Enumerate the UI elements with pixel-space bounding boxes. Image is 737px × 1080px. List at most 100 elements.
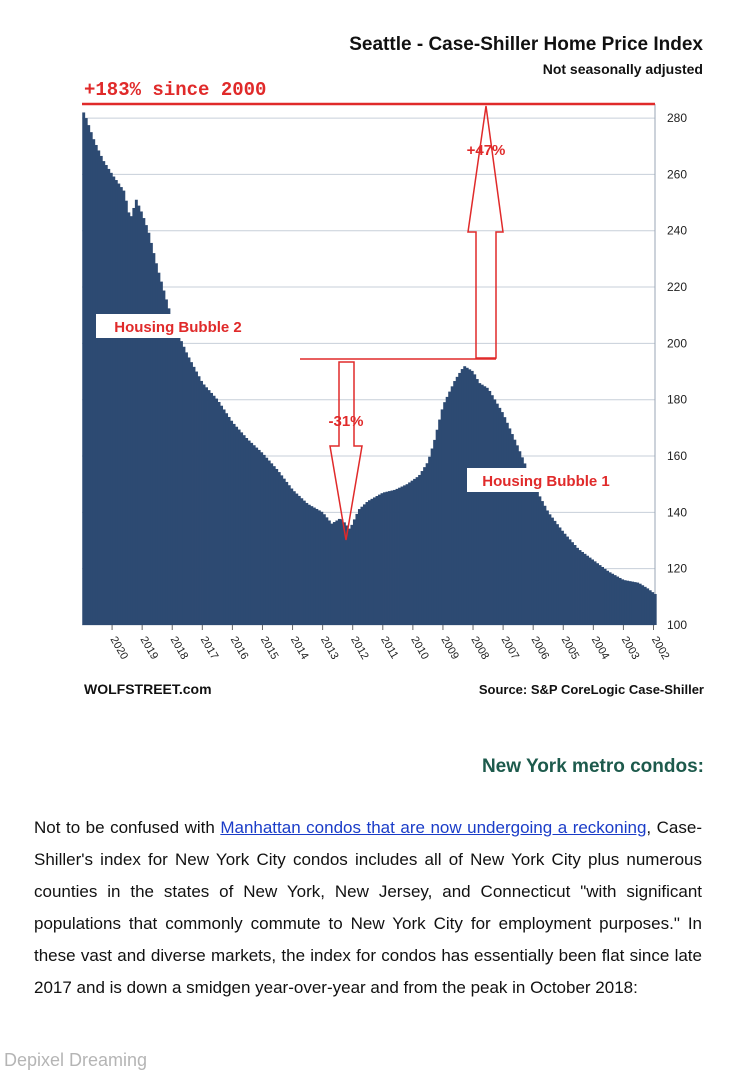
bar	[270, 463, 274, 625]
bar	[104, 165, 108, 625]
bar	[350, 524, 354, 625]
bar	[240, 432, 244, 625]
bar	[290, 488, 294, 625]
bar	[187, 357, 191, 625]
bar	[373, 497, 376, 625]
bar	[220, 405, 224, 625]
x-tick-label: 2006	[529, 635, 552, 662]
bar	[295, 493, 299, 625]
bar	[200, 380, 203, 625]
bar	[455, 376, 459, 625]
bar	[405, 484, 409, 625]
bar	[430, 448, 434, 625]
bar	[435, 429, 439, 625]
bar	[162, 290, 166, 625]
y-tick-label: 160	[667, 449, 687, 463]
bar	[360, 506, 364, 625]
bar	[445, 396, 449, 625]
bar	[588, 557, 592, 625]
bar	[450, 386, 454, 625]
x-tick-label: 2014	[288, 635, 311, 662]
bar	[157, 272, 161, 625]
bar	[515, 445, 519, 625]
bar	[297, 495, 301, 625]
bar	[550, 517, 554, 625]
bar	[611, 573, 615, 625]
bar	[134, 199, 138, 625]
bar	[400, 486, 404, 625]
bar	[480, 384, 484, 625]
bar	[378, 494, 381, 625]
bar	[601, 566, 605, 625]
y-axis-ticks: 100 120 140 160 180 200 220 240 260 280	[667, 111, 687, 632]
bar	[235, 426, 239, 625]
bar	[415, 477, 419, 625]
bar	[217, 401, 221, 625]
x-tick-label: 2018	[168, 635, 191, 662]
bar	[307, 504, 311, 625]
bar	[618, 577, 622, 625]
bar	[413, 478, 417, 625]
bar	[342, 522, 346, 625]
bar	[583, 553, 587, 625]
drop-arrow	[329, 361, 363, 541]
bar	[643, 586, 647, 625]
bar	[114, 180, 118, 626]
chart-title: Seattle - Case-Shiller Home Price Index	[349, 34, 703, 55]
bar	[593, 561, 597, 625]
bar	[608, 572, 612, 625]
bubble2-box	[96, 314, 260, 338]
bar	[230, 420, 234, 625]
bar	[581, 551, 584, 625]
bar	[440, 409, 444, 625]
bar	[638, 583, 642, 625]
bar	[247, 440, 251, 625]
bar	[621, 579, 625, 625]
bar	[646, 588, 650, 625]
bar	[418, 474, 422, 625]
bar	[327, 520, 331, 625]
drop-label: -31%	[328, 413, 363, 430]
bar	[300, 498, 304, 625]
bar	[287, 485, 291, 625]
y-tick-label: 180	[667, 393, 687, 407]
bar	[508, 428, 512, 625]
bar	[277, 472, 281, 625]
bar	[566, 536, 569, 625]
bar	[596, 563, 600, 625]
x-tick-label: 2013	[318, 635, 341, 662]
bar	[154, 263, 158, 625]
bar	[195, 371, 198, 625]
bar	[398, 487, 401, 625]
bar	[653, 594, 657, 625]
x-tick-label: 2010	[408, 635, 431, 662]
bar	[623, 580, 627, 625]
bar	[320, 511, 324, 625]
watermark: Depixel Dreaming	[4, 1050, 148, 1070]
bar	[164, 299, 168, 625]
section-heading: New York metro condos:	[481, 756, 704, 777]
bar	[182, 346, 186, 625]
bar	[265, 457, 269, 625]
bar	[558, 527, 562, 625]
bar	[335, 520, 339, 625]
bar	[591, 559, 594, 625]
bar	[393, 489, 396, 625]
bar	[503, 417, 507, 625]
manhattan-condos-link[interactable]: Manhattan condos that are now undergoing…	[220, 818, 647, 837]
bar	[458, 372, 462, 625]
bar	[330, 523, 334, 625]
bar	[347, 528, 351, 625]
since-2000-label: +183% since 2000	[84, 79, 266, 101]
bar	[578, 550, 582, 625]
x-axis-ticks: 2002 2003 2004 2005 2006 2007 2008 2009 2010 2011…	[107, 625, 672, 662]
article-paragraph: Not to be confused with Manhattan condos…	[34, 812, 702, 1004]
bar	[152, 253, 156, 625]
bar	[463, 366, 467, 625]
bar	[124, 200, 128, 625]
bar	[460, 369, 464, 625]
bar	[87, 125, 91, 626]
bar	[242, 435, 246, 625]
bar	[606, 570, 610, 625]
bar	[132, 207, 136, 625]
